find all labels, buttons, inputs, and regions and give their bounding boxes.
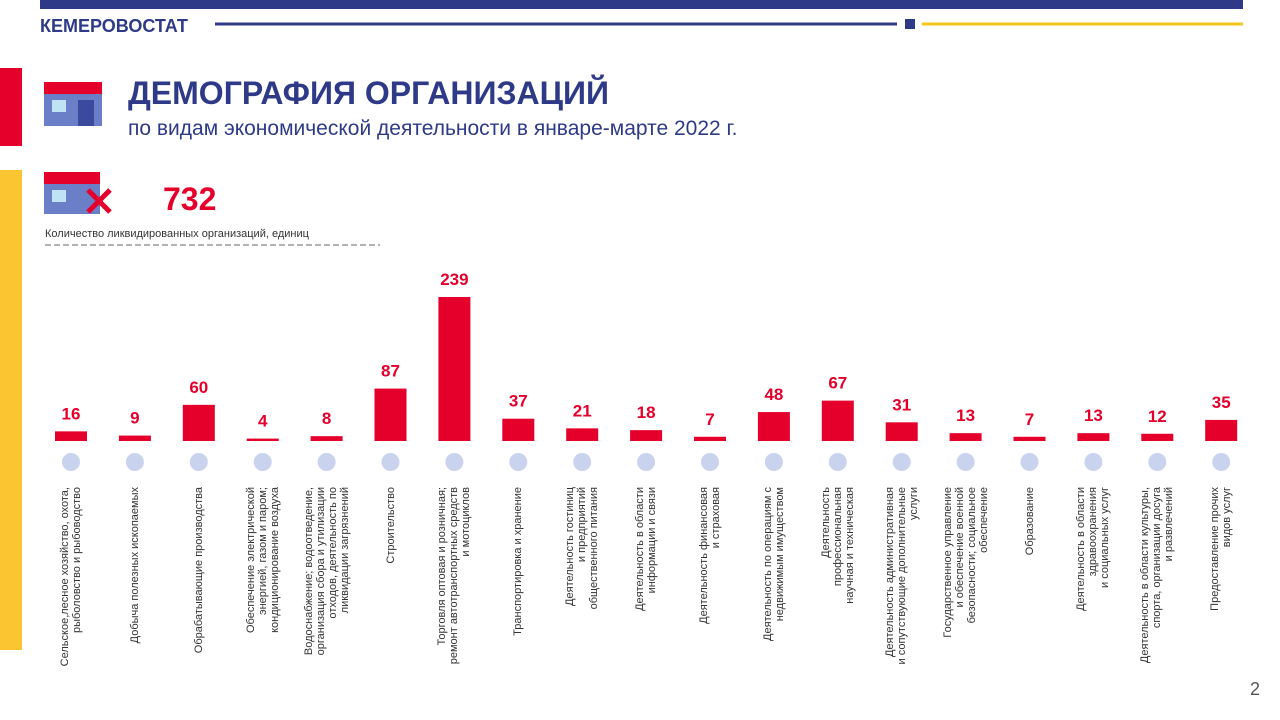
bar — [757, 412, 790, 441]
category-label: Транспортировка и хранение — [512, 487, 525, 636]
category-label: Обрабатывающие производства — [192, 487, 205, 654]
category-label: Водоснабжение; водоотведение, организаци… — [302, 487, 351, 656]
bar — [182, 404, 215, 441]
category-icon — [1084, 453, 1103, 471]
category-icon — [253, 453, 272, 471]
value-label: 21 — [573, 401, 592, 420]
bar — [438, 297, 471, 441]
value-label: 35 — [1212, 393, 1231, 412]
category-icon — [573, 453, 592, 471]
bar — [694, 436, 726, 441]
category-icon — [764, 453, 783, 471]
value-label: 13 — [1084, 406, 1103, 425]
category-label: Строительство — [384, 487, 397, 564]
top-bar — [40, 0, 1243, 9]
bar — [1141, 433, 1174, 441]
value-label: 13 — [956, 406, 975, 425]
bar — [118, 435, 151, 441]
closed-store-icon — [44, 172, 112, 214]
bar — [310, 436, 343, 441]
value-label: 16 — [62, 404, 81, 423]
category-icon — [1148, 453, 1167, 471]
bar — [949, 433, 982, 441]
category-label: Деятельность профессиональная научная и … — [819, 487, 856, 604]
category-label: Сельское,лесное хозяйство, охота, рыболо… — [59, 487, 83, 667]
brand: КЕМЕРОВОСТАТ — [40, 16, 188, 36]
category-label: Деятельность гостиниц и предприятий обще… — [564, 487, 601, 610]
category-icon — [1020, 453, 1039, 471]
total-caption: Количество ликвидированных организаций, … — [45, 228, 310, 240]
category-icon — [509, 453, 528, 471]
category-icon — [62, 453, 80, 471]
bar — [502, 418, 535, 441]
category-label: Деятельность в области информации и связ… — [634, 487, 659, 611]
title: ДЕМОГРАФИЯ ОРГАНИЗАЦИЙ — [128, 75, 609, 111]
value-label: 8 — [322, 409, 331, 428]
category-icon — [956, 453, 975, 471]
category-icon — [125, 453, 144, 471]
category-label: Добыча полезных ископаемых — [128, 487, 141, 644]
category-label: Деятельность финансовая и страховая — [698, 487, 722, 624]
category-label: Деятельность административная и сопутств… — [883, 487, 920, 665]
value-label: 4 — [258, 412, 268, 431]
category-icon — [189, 453, 208, 471]
bar — [630, 430, 663, 441]
bar — [1205, 419, 1238, 441]
value-label: 60 — [189, 378, 208, 397]
bar — [1013, 436, 1046, 441]
category-icon — [381, 453, 400, 471]
value-label: 48 — [764, 385, 783, 404]
header-square — [905, 19, 915, 29]
bar — [1077, 433, 1110, 441]
bar — [885, 422, 918, 441]
value-label: 31 — [892, 395, 911, 414]
bar — [55, 431, 87, 441]
total: 732 — [163, 181, 216, 217]
value-label: 7 — [1025, 410, 1034, 429]
accent-yellow — [0, 170, 22, 650]
value-label: 9 — [130, 409, 139, 428]
value-label: 87 — [381, 362, 400, 381]
category-label: Торговля оптовая и розничная; ремонт авт… — [436, 487, 473, 665]
category-label: Деятельность по операциям с недвижимым и… — [761, 487, 786, 641]
category-icon — [892, 453, 911, 471]
page-number: 2 — [1250, 679, 1260, 699]
accent-red — [0, 68, 22, 146]
value-label: 7 — [705, 410, 714, 429]
value-label: 239 — [440, 270, 468, 289]
value-label: 67 — [828, 374, 847, 393]
category-label: Государственное управление и обеспечение… — [941, 487, 990, 638]
category-icon — [637, 453, 656, 471]
subtitle: по видам экономической деятельности в ян… — [128, 117, 737, 140]
category-label: Обеспечение электрической энергией, газо… — [244, 487, 281, 633]
bar — [566, 428, 599, 441]
bar — [821, 400, 854, 441]
bar — [374, 388, 407, 441]
value-label: 18 — [637, 403, 656, 422]
category-icon — [317, 453, 336, 471]
value-label: 37 — [509, 392, 528, 411]
category-label: Деятельность в области культуры, спорта,… — [1139, 487, 1176, 664]
category-icon — [701, 453, 719, 471]
bar — [246, 438, 279, 441]
category-label: Образование — [1023, 487, 1036, 556]
category-icon — [828, 453, 847, 471]
category-label: Деятельность в области здравоохранения и… — [1075, 487, 1112, 611]
category-icon — [445, 453, 464, 471]
value-label: 12 — [1148, 407, 1167, 426]
category-label: Предоставление прочих видов услуг — [1209, 487, 1234, 611]
store-icon — [44, 82, 102, 126]
category-icon — [1212, 453, 1231, 471]
